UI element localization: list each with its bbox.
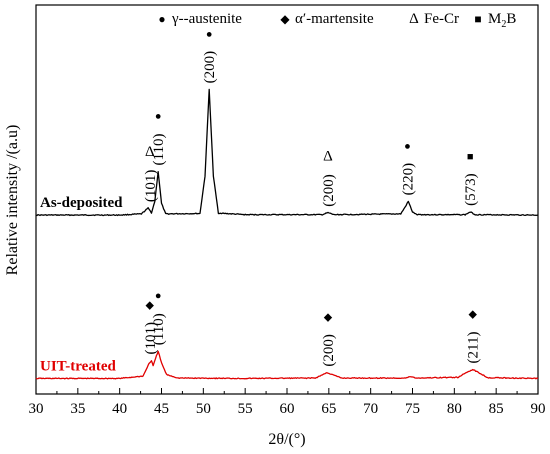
legend-label: α′-martensite bbox=[295, 11, 374, 27]
x-tick-label: 45 bbox=[154, 401, 169, 417]
x-tick-label: 60 bbox=[280, 401, 295, 417]
x-tick-label: 50 bbox=[196, 401, 211, 417]
phase-marker: ◆ bbox=[469, 308, 478, 320]
peak-annotations: (101)Δ(110)●(200)●(200)Δ(220)●(573)■(101… bbox=[143, 28, 482, 366]
series-labels: As-deposited UIT-treated bbox=[40, 195, 123, 374]
phase-marker: ● bbox=[155, 110, 162, 122]
peak-annotation: (211) ◆ bbox=[466, 308, 482, 363]
series-label: As-deposited bbox=[40, 195, 123, 211]
peak-annotation: (110) ● bbox=[151, 290, 167, 345]
series-line-0 bbox=[35, 88, 539, 217]
x-tick-label: 40 bbox=[112, 401, 127, 417]
x-tick-label: 70 bbox=[363, 401, 378, 417]
plane-label: (573) bbox=[463, 173, 479, 206]
x-axis-tick-labels: 30 35 40 45 50 55 60 65 70 75 80 85 90 bbox=[29, 401, 546, 417]
y-axis-label: Relative intensity /(a.u) bbox=[4, 125, 21, 276]
plane-label: (110) bbox=[151, 313, 167, 345]
x-tick-label: 75 bbox=[405, 401, 420, 417]
phase-marker: Δ bbox=[323, 149, 333, 165]
phase-marker: ◆ bbox=[146, 300, 155, 312]
plane-label: (101) bbox=[143, 322, 159, 355]
x-tick-label: 35 bbox=[70, 401, 85, 417]
peak-annotation: (200) ◆ bbox=[321, 312, 337, 367]
x-tick-label: 55 bbox=[238, 401, 253, 417]
legend-symbol: ● bbox=[158, 12, 165, 26]
peak-annotation: (573) ■ bbox=[463, 151, 479, 206]
plane-label: (200) bbox=[202, 51, 218, 84]
legend-label: γ--austenite bbox=[171, 11, 242, 27]
x-tick-label: 30 bbox=[29, 401, 44, 417]
legend-entry: ◆ α′-martensite bbox=[280, 11, 374, 27]
x-axis-label: 2θ/(°) bbox=[268, 431, 305, 448]
x-tick-label: 65 bbox=[321, 401, 336, 417]
plane-label: (220) bbox=[401, 163, 417, 196]
legend-entry: ● γ--austenite bbox=[158, 11, 242, 27]
phase-marker: ● bbox=[155, 290, 162, 302]
phase-marker: ◆ bbox=[324, 312, 333, 324]
phase-marker: ● bbox=[206, 28, 213, 40]
plane-label: (211) bbox=[466, 332, 482, 364]
peak-annotation: (200) Δ bbox=[321, 149, 337, 207]
series-line-1 bbox=[35, 350, 539, 380]
plane-label: (200) bbox=[321, 334, 337, 367]
legend-entry: Δ Fe-Cr bbox=[409, 11, 459, 27]
legend-symbol: ◆ bbox=[280, 12, 290, 26]
peak-annotation: (200) ● bbox=[202, 28, 218, 83]
legend-symbol: Δ bbox=[409, 11, 419, 27]
peak-annotation: (110) ● bbox=[151, 110, 167, 165]
plane-label: (101) bbox=[143, 170, 159, 203]
phase-marker: ● bbox=[404, 140, 411, 152]
legend-label: M2B bbox=[488, 11, 516, 30]
legend: ● γ--austenite ◆ α′-martensite Δ Fe-Cr ■ M2B bbox=[158, 11, 516, 30]
x-tick-label: 90 bbox=[531, 401, 546, 417]
phase-marker: ■ bbox=[467, 151, 474, 163]
peak-annotation: (101) Δ bbox=[143, 144, 159, 202]
x-tick-label: 85 bbox=[489, 401, 504, 417]
series-layer bbox=[35, 88, 539, 380]
legend-entry: ■ M2B bbox=[474, 11, 516, 30]
legend-suffix: B bbox=[506, 11, 516, 27]
peak-annotation: (101) ◆ bbox=[143, 300, 159, 355]
phase-marker: Δ bbox=[145, 144, 155, 160]
plane-label: (110) bbox=[151, 134, 167, 166]
series-label: UIT-treated bbox=[40, 358, 116, 374]
x-tick-label: 80 bbox=[447, 401, 462, 417]
legend-symbol: ■ bbox=[474, 12, 481, 26]
x-axis-ticks bbox=[35, 388, 539, 394]
legend-label: Fe-Cr bbox=[424, 11, 459, 27]
peak-annotation: (220) ● bbox=[401, 140, 417, 195]
legend-subscript: 2 bbox=[501, 19, 506, 30]
plane-label: (200) bbox=[321, 174, 337, 207]
